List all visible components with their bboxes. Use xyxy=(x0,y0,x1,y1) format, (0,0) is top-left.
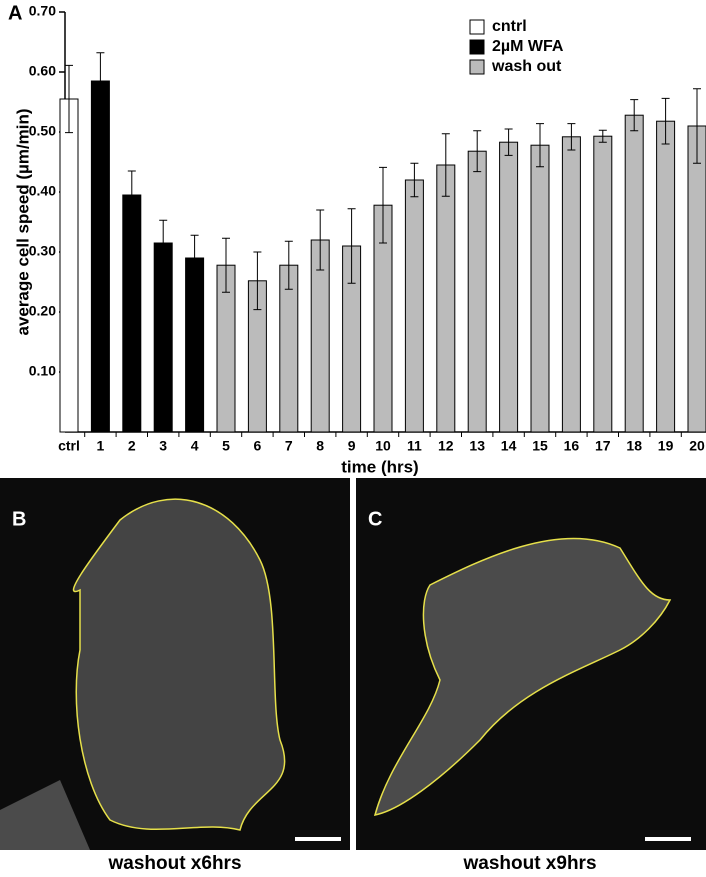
legend-swatch xyxy=(469,59,485,75)
error-bar xyxy=(473,130,482,173)
x-tick-label: 10 xyxy=(375,438,391,454)
x-tick-label: 15 xyxy=(532,438,548,454)
y-tick-label: 0.20 xyxy=(29,303,56,319)
legend-label: wash out xyxy=(491,58,562,75)
panel-label: C xyxy=(368,508,382,530)
x-tick-label: 16 xyxy=(564,438,580,454)
error-bar xyxy=(693,88,701,164)
y-tick-label: 0.70 xyxy=(29,3,56,19)
x-tick-label: 7 xyxy=(285,438,293,454)
error-bar xyxy=(567,123,576,151)
x-tick-label: 12 xyxy=(438,438,454,454)
error-bar xyxy=(159,219,168,267)
x-tick-label: 3 xyxy=(159,438,167,454)
bar xyxy=(687,125,706,433)
x-tick-label: 18 xyxy=(626,438,642,454)
image-panel-b: B xyxy=(0,478,350,850)
error-bar xyxy=(347,208,356,284)
x-tick-label: 19 xyxy=(658,438,674,454)
x-tick-label: 2 xyxy=(128,438,136,454)
x-tick-label: 13 xyxy=(469,438,485,454)
legend-label: cntrl xyxy=(492,18,527,35)
x-tick-label: 4 xyxy=(191,438,199,454)
image-panel-c: C xyxy=(356,478,706,850)
bar xyxy=(624,114,644,433)
error-bar xyxy=(630,99,639,132)
error-bar xyxy=(441,133,450,197)
x-tick-label: 1 xyxy=(97,438,105,454)
legend-swatch xyxy=(469,39,485,55)
x-tick-label: 11 xyxy=(407,438,422,454)
error-bar xyxy=(284,240,293,290)
x-tick-label: 8 xyxy=(316,438,324,454)
error-bar xyxy=(410,162,419,198)
error-bar xyxy=(598,129,607,143)
error-bar xyxy=(127,170,136,220)
x-tick-label: 17 xyxy=(595,438,611,454)
error-bar xyxy=(661,97,670,145)
y-tick-label: 0.30 xyxy=(29,243,56,259)
error-bar xyxy=(190,234,199,282)
legend-swatch xyxy=(469,19,485,35)
image-caption: washout x6hrs xyxy=(107,853,241,874)
bar xyxy=(593,135,613,433)
panel-label: B xyxy=(12,508,26,530)
error-bar xyxy=(316,209,325,271)
error-bar xyxy=(536,123,544,168)
x-tick-label: ctrl xyxy=(58,438,80,454)
error-bar xyxy=(253,251,262,311)
bar xyxy=(436,164,456,433)
error-bar xyxy=(96,52,105,110)
y-tick-label: 0.10 xyxy=(29,363,56,379)
bar xyxy=(467,150,487,433)
bar xyxy=(656,120,676,433)
bar xyxy=(122,194,142,433)
panel-label: A xyxy=(8,2,22,24)
x-tick-label: 6 xyxy=(254,438,262,454)
x-axis-title: time (hrs) xyxy=(341,457,418,476)
bar xyxy=(59,98,79,433)
error-bar xyxy=(222,237,230,293)
error-bar xyxy=(65,64,73,134)
error-bar xyxy=(379,166,387,244)
legend-label: 2µM WFA xyxy=(492,38,564,55)
x-tick-label: 14 xyxy=(501,438,517,454)
x-tick-label: 5 xyxy=(222,438,230,454)
bar xyxy=(279,264,299,433)
y-tick-label: 0.60 xyxy=(29,63,56,79)
bar xyxy=(153,242,173,433)
y-axis-title: average cell speed (µm/min) xyxy=(13,108,32,335)
y-tick-label: 0.50 xyxy=(29,123,56,139)
y-tick-label: 0.40 xyxy=(29,183,56,199)
error-bar xyxy=(504,128,513,156)
bar xyxy=(530,144,550,433)
bar xyxy=(561,136,581,433)
bar xyxy=(90,80,110,433)
bar xyxy=(404,179,424,433)
image-caption: washout x9hrs xyxy=(462,853,596,874)
bar xyxy=(185,257,205,433)
x-tick-label: 20 xyxy=(689,438,705,454)
x-tick-label: 9 xyxy=(348,438,356,454)
bar xyxy=(499,141,519,433)
